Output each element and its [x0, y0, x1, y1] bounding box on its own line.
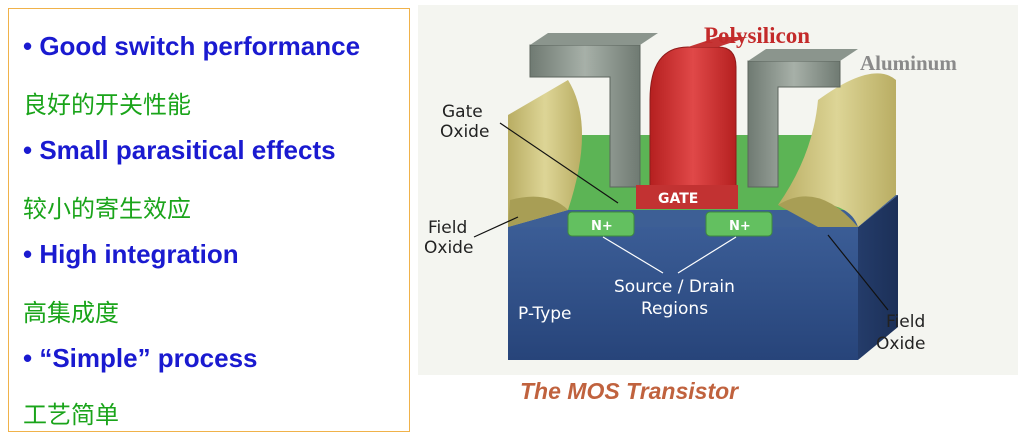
field-oxide-right-leader [827, 234, 889, 311]
label-field-oxide-left-line2: Oxide [424, 238, 473, 258]
bullet-4-chinese: 工艺简单 [23, 401, 119, 429]
polysilicon-top [688, 37, 748, 47]
mos-transistor-diagram: Polysilicon Aluminum Gate Oxide Field Ox… [418, 5, 1018, 375]
source-leader [602, 236, 664, 274]
n-plus-region-right [705, 211, 773, 237]
label-gate-oxide-line2: Oxide [440, 122, 489, 142]
substrate-side [858, 195, 898, 360]
bullet-4-english: • “Simple” process [23, 343, 258, 373]
diagram-caption: The MOS Transistor [520, 378, 739, 404]
label-field-oxide-left-line1: Field [428, 218, 467, 238]
bullet-box: • Good switch performance 良好的开关性能 • Smal… [8, 8, 410, 432]
polysilicon-gate [649, 46, 737, 188]
p-type-substrate [508, 227, 858, 360]
label-source-drain-line2: Regions [641, 299, 708, 319]
field-oxide-left-end [508, 196, 568, 227]
label-field-oxide-right-line2: Oxide [876, 334, 925, 354]
label-source-drain-line1: Source / Drain [614, 277, 735, 297]
label-gate-oxide-line1: Gate [442, 102, 483, 122]
n-plus-region-left [567, 211, 635, 237]
label-gate: GATE [658, 191, 698, 207]
label-n-plus-right: N+ [729, 219, 751, 234]
aluminum-contact-left-top [530, 33, 658, 45]
bullet-3-chinese: 高集成度 [23, 299, 119, 327]
label-n-plus-left: N+ [591, 219, 613, 234]
field-oxide-right-end [778, 196, 858, 227]
field-oxide-right [778, 73, 896, 227]
gate-oxide-leader [499, 122, 619, 204]
label-polysilicon: Polysilicon [704, 23, 810, 48]
bullet-2-chinese: 较小的寄生效应 [23, 195, 191, 223]
bullet-2-english: • Small parasitical effects [23, 135, 336, 165]
gate-block [636, 185, 738, 209]
bullet-3-english: • High integration [23, 239, 239, 269]
label-field-oxide-right-line1: Field [886, 312, 925, 332]
label-p-type: P-Type [518, 304, 572, 324]
bullet-1-english: • Good switch performance [23, 31, 361, 61]
field-oxide-left-leader [473, 216, 519, 238]
label-aluminum: Aluminum [860, 51, 957, 75]
aluminum-contact-right-top [748, 49, 858, 61]
drain-leader [677, 236, 737, 274]
bullet-1-chinese: 良好的开关性能 [23, 91, 191, 119]
